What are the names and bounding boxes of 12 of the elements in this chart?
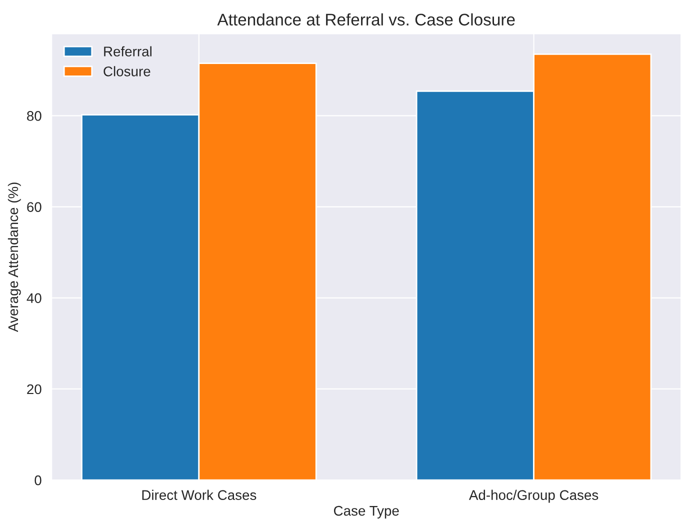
- x-tick-label: Direct Work Cases: [142, 490, 256, 500]
- legend-label: Closure: [104, 66, 150, 76]
- chart-title: Attendance at Referral vs. Case Closure: [217, 13, 515, 26]
- y-tick-label: 60: [27, 202, 42, 212]
- y-tick-label: 40: [26, 293, 42, 304]
- legend-label: Referral: [104, 46, 152, 56]
- y-tick-label: 0: [34, 475, 42, 486]
- y-tick-label: 80: [27, 111, 42, 121]
- y-axis-title: Average Attendance (%): [8, 182, 21, 332]
- x-tick-label: Ad-hoc/Group Cases: [468, 490, 598, 503]
- y-tick-label: 20: [27, 384, 42, 394]
- x-axis-title: Case Type: [334, 506, 399, 518]
